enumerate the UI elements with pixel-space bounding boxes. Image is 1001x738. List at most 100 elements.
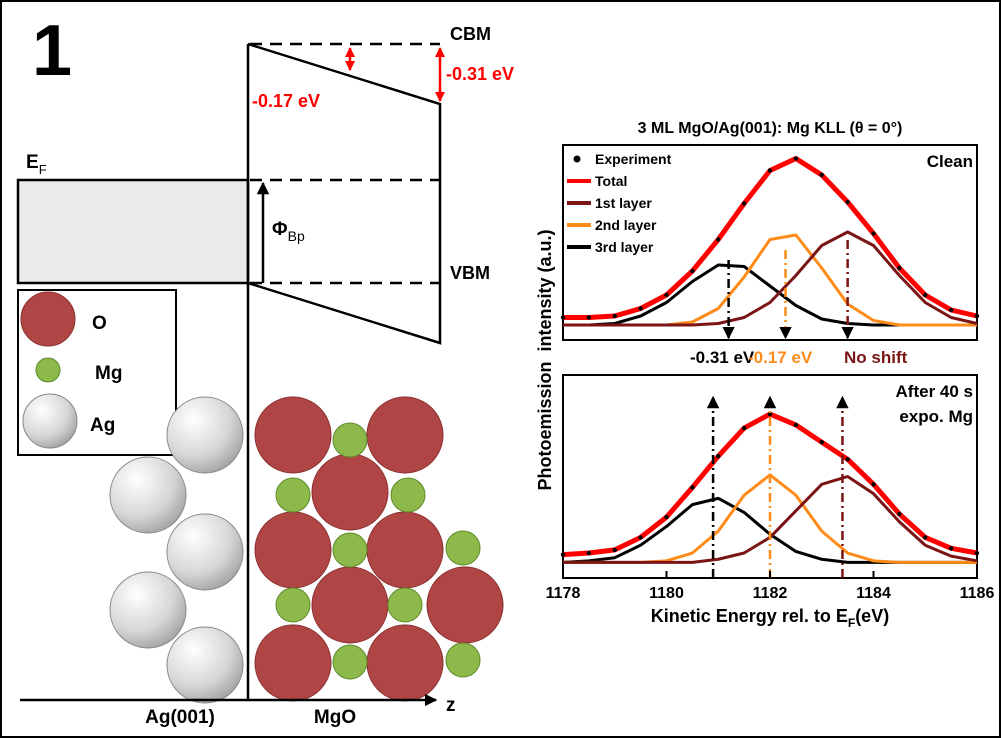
panel-annotation: Clean: [927, 152, 973, 171]
data-point: [716, 454, 721, 459]
data-point: [741, 201, 747, 206]
data-point: [612, 313, 617, 319]
shift-label: -0.31 eV: [690, 348, 755, 367]
o-atom: [366, 511, 444, 589]
legend-label: O: [92, 313, 107, 334]
reference-lines: [250, 42, 440, 285]
legend-label: Experiment: [595, 151, 672, 167]
data-point: [612, 547, 617, 553]
mg-atom: [445, 530, 481, 566]
legend-marker: [573, 155, 581, 163]
shift-label: -0.17 eV: [748, 348, 813, 367]
data-point: [819, 172, 824, 178]
metal-bands: [16, 178, 250, 285]
legend-label: 2nd layer: [595, 217, 657, 233]
x-tick-label: 1186: [960, 585, 995, 602]
mg-atom: [387, 587, 423, 623]
o-atom: [254, 624, 332, 702]
x-axis-label: Kinetic Energy rel. to EF(eV): [651, 606, 889, 630]
legend-silver: [22, 393, 78, 449]
mg-atom: [445, 642, 481, 678]
offset-label: -0.31 eV: [446, 64, 514, 84]
legend-label: Total: [595, 173, 627, 189]
data-point: [638, 535, 643, 540]
ag-atom: [109, 456, 187, 534]
vbm-label: VBM: [450, 263, 490, 283]
data-point: [690, 485, 695, 490]
data-point: [897, 511, 902, 517]
data-point: [948, 546, 954, 551]
data-point: [638, 306, 643, 311]
chart-title: 3 ML MgO/Ag(001): Mg KLL (θ = 0°): [638, 120, 903, 137]
data-point: [586, 315, 592, 320]
figure-label: 1: [32, 11, 72, 91]
x-tick-label: 1182: [753, 585, 788, 602]
o-atom: [366, 396, 444, 474]
data-point: [845, 199, 850, 205]
mg-atom: [332, 644, 368, 680]
x-tick-label: 1184: [856, 585, 891, 602]
legend-label: 1st layer: [595, 195, 652, 211]
data-point: [716, 237, 721, 242]
o-atom: [254, 396, 332, 474]
o-atom: [254, 511, 332, 589]
mg-atom: [332, 532, 368, 568]
spectrum-line: [563, 230, 978, 327]
mg-atom: [275, 477, 311, 513]
data-point: [974, 313, 980, 319]
offset-label: -0.17 eV: [252, 91, 320, 111]
x-label-main: Kinetic Energy rel. to E: [651, 606, 848, 626]
data-point: [845, 457, 850, 462]
x-tick-label: 1178: [546, 585, 581, 602]
data-point: [560, 552, 566, 557]
o-atom: [366, 624, 444, 702]
data-point: [690, 268, 695, 274]
data-point: [923, 292, 928, 298]
legend-oxygen: [20, 291, 76, 347]
ag-atom: [166, 626, 244, 704]
panel-annotation: After 40 s: [896, 382, 973, 401]
data-point: [741, 425, 747, 431]
shift-label: No shift: [844, 348, 908, 367]
data-point: [897, 265, 902, 271]
ag-atom: [109, 571, 187, 649]
legend-magnesium: [35, 357, 61, 383]
mg-atom: [390, 477, 426, 513]
mg-atom: [332, 422, 368, 458]
data-point: [871, 482, 876, 487]
data-point: [871, 231, 876, 236]
y-axis-label: Photoemission intensity (a.u.): [535, 229, 555, 490]
data-point: [974, 550, 980, 556]
fermi-label: EF: [26, 152, 47, 177]
cbm-label: CBM: [450, 24, 491, 44]
fermi-sub: F: [39, 162, 47, 177]
o-atom: [426, 566, 504, 644]
barrier-sub: Bp: [288, 228, 305, 244]
panel-annotation: expo. Mg: [899, 407, 973, 426]
data-point: [664, 292, 669, 298]
data-point: [586, 550, 592, 556]
data-point: [819, 439, 824, 445]
legend-label: Mg: [95, 363, 122, 384]
o-atom: [311, 566, 389, 644]
barrier-main: Φ: [272, 219, 288, 240]
substrate-label: Ag(001): [145, 707, 215, 728]
data-point: [923, 535, 928, 540]
oxide-bands: [247, 42, 442, 345]
z-label: z: [446, 695, 456, 716]
legend-label: Ag: [90, 415, 115, 436]
data-point: [793, 422, 799, 428]
x-tick-label: 1180: [649, 585, 684, 602]
o-atom: [311, 453, 389, 531]
x-label-sub: F: [848, 616, 855, 630]
legend-label: 3rd layer: [595, 239, 654, 255]
data-point: [664, 514, 669, 520]
fermi-main: E: [26, 152, 39, 173]
ag-atom: [166, 396, 244, 474]
data-point: [560, 315, 566, 320]
x-label-after: (eV): [855, 606, 889, 626]
plot-frame: [562, 144, 978, 341]
atom-structure: [109, 396, 504, 704]
data-point: [948, 307, 954, 313]
